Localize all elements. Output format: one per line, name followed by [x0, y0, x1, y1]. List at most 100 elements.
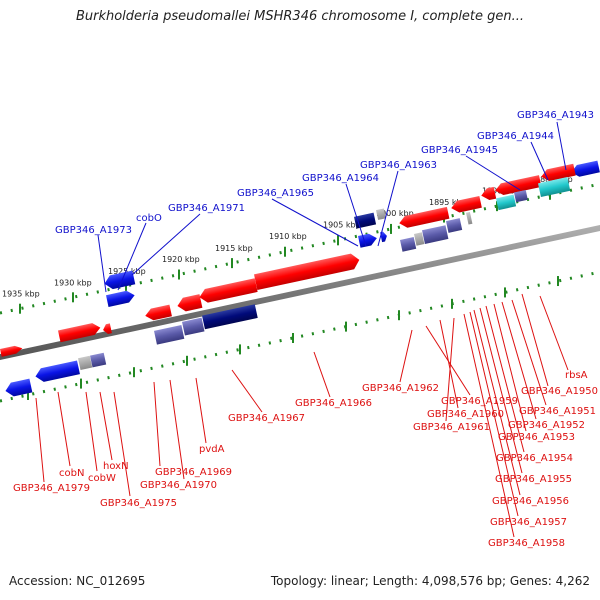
label-gbp346-a1943[interactable]: GBP346_A1943: [517, 110, 594, 121]
bottom-label-leader: [445, 317, 455, 422]
bottom-label-leader: [85, 391, 98, 472]
label-gbp346-a1953[interactable]: GBP346_A1953: [498, 432, 575, 443]
bottom-label-leader: [313, 351, 331, 398]
ruler-tick-label: 1900 kbp: [376, 209, 414, 218]
label-gbp346-a1967[interactable]: GBP346_A1967: [228, 413, 305, 424]
gene-feature: [446, 218, 463, 233]
gene-feature: [571, 160, 600, 177]
label-gbp346-a1971[interactable]: GBP346_A1971: [168, 203, 245, 214]
label-gbp346-a1955[interactable]: GBP346_A1955: [495, 474, 572, 485]
gene-feature: [104, 270, 136, 290]
callout-leaders: [35, 121, 569, 538]
label-gbp346-a1966[interactable]: GBP346_A1966: [295, 398, 372, 409]
label-rbsa[interactable]: rbsA: [565, 370, 588, 381]
bottom-label-leader: [399, 329, 413, 383]
top-label-leader: [465, 155, 521, 191]
top-label-leader: [117, 222, 147, 291]
label-cobo[interactable]: cobO: [136, 213, 162, 224]
gene-feature: [154, 325, 185, 345]
label-gbp346-a1975[interactable]: GBP346_A1975: [100, 498, 177, 509]
label-cobw[interactable]: cobW: [88, 473, 116, 484]
gene-feature: [538, 177, 571, 198]
gene-feature: [199, 278, 258, 303]
top-label-leader: [345, 183, 367, 247]
gene-features: [0, 160, 600, 397]
gene-feature: [451, 195, 482, 213]
label-gbp346-a1958[interactable]: GBP346_A1958: [488, 538, 565, 549]
gene-feature: [400, 237, 417, 252]
gene-feature: [145, 304, 172, 321]
top-label-leader: [271, 198, 359, 247]
gene-feature: [254, 253, 360, 291]
label-gbp346-a1951[interactable]: GBP346_A1951: [519, 406, 596, 417]
label-cobn[interactable]: cobN: [59, 468, 84, 479]
gene-feature: [422, 225, 449, 244]
accession-label: Accession: NC_012695: [9, 574, 146, 588]
bottom-label-leader: [501, 301, 537, 420]
label-pvda[interactable]: pvdA: [199, 444, 225, 455]
gene-feature: [5, 378, 33, 397]
label-gbp346-a1973[interactable]: GBP346_A1973: [55, 225, 132, 236]
gene-feature: [58, 323, 101, 343]
gene-feature: [495, 175, 542, 196]
top-label-leader: [131, 213, 201, 276]
bottom-label-leader: [35, 397, 45, 483]
gene-feature: [103, 323, 112, 335]
ruler-tick-label: 1895 kbp: [429, 198, 467, 207]
gene-feature: [414, 232, 425, 246]
top-label-leader: [556, 121, 567, 171]
label-gbp346-a1963[interactable]: GBP346_A1963: [360, 160, 437, 171]
ruler-tick-label: 1905 kbp: [323, 221, 361, 230]
gene-feature: [35, 360, 80, 382]
label-gbp346-a1970[interactable]: GBP346_A1970: [140, 480, 217, 491]
gene-feature: [541, 163, 576, 182]
bottom-label-leader: [231, 369, 263, 413]
top-gene-labels: GBP346_A1973 cobO GBP346_A1971 GBP346_A1…: [55, 110, 594, 236]
label-gbp346-a1950[interactable]: GBP346_A1950: [521, 386, 598, 397]
bottom-label-leader: [485, 305, 525, 453]
bottom-label-leader: [113, 391, 131, 497]
bottom-gene-labels: GBP346_A1979 cobN cobW hoxN GBP346_A1975…: [13, 370, 598, 549]
bottom-label-leader: [57, 391, 71, 467]
bottom-label-leader: [539, 295, 569, 371]
label-gbp346-a1959[interactable]: GBP346_A1959: [441, 396, 518, 407]
label-gbp346-a1956[interactable]: GBP346_A1956: [492, 496, 569, 507]
gene-feature: [177, 294, 203, 312]
gene-feature: [376, 208, 386, 220]
label-gbp346-a1969[interactable]: GBP346_A1969: [155, 467, 232, 478]
bottom-label-leader: [463, 313, 515, 538]
ruler-tick-label: 1930 kbp: [54, 278, 92, 287]
label-gbp346-a1979[interactable]: GBP346_A1979: [13, 483, 90, 494]
bottom-label-leader: [521, 293, 549, 387]
gene-feature: [0, 345, 23, 357]
label-gbp346-a1957[interactable]: GBP346_A1957: [490, 517, 567, 528]
bottom-label-leader: [195, 377, 207, 444]
bottom-label-leader: [99, 391, 113, 461]
gene-feature: [202, 304, 258, 330]
bottom-label-leader: [153, 381, 161, 467]
top-label-leader: [377, 170, 399, 247]
label-hoxn[interactable]: hoxN: [103, 461, 129, 472]
label-gbp346-a1961[interactable]: GBP346_A1961: [413, 422, 490, 433]
map-title: Burkholderia pseudomallei MSHR346 chromo…: [75, 9, 525, 24]
ruler-tick-label: 1935 kbp: [2, 290, 40, 299]
label-gbp346-a1954[interactable]: GBP346_A1954: [496, 453, 573, 464]
chromosome-backbone: [0, 225, 600, 360]
gene-feature: [399, 206, 450, 228]
top-label-leader: [97, 234, 107, 293]
label-gbp346-a1945[interactable]: GBP346_A1945: [421, 145, 498, 156]
bottom-label-leader: [493, 303, 527, 432]
label-gbp346-a1964[interactable]: GBP346_A1964: [302, 173, 379, 184]
label-gbp346-a1960[interactable]: GBP346_A1960: [427, 409, 504, 420]
bottom-label-leader: [169, 379, 185, 480]
gene-feature: [358, 233, 377, 248]
label-gbp346-a1952[interactable]: GBP346_A1952: [508, 420, 585, 431]
bottom-label-leader: [439, 319, 459, 409]
label-gbp346-a1962[interactable]: GBP346_A1962: [362, 383, 439, 394]
gene-feature: [466, 211, 473, 225]
gene-feature: [78, 355, 93, 370]
label-gbp346-a1965[interactable]: GBP346_A1965: [237, 188, 314, 199]
label-gbp346-a1944[interactable]: GBP346_A1944: [477, 131, 554, 142]
